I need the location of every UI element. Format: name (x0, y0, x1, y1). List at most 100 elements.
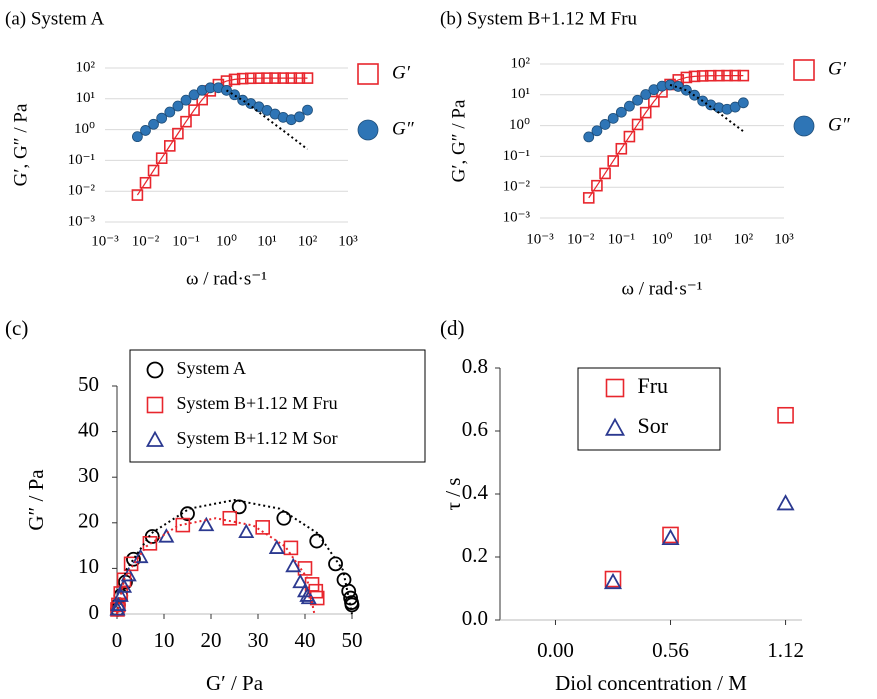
marker-square (582, 192, 595, 204)
marker-square (648, 95, 660, 108)
marker-circle (156, 112, 168, 124)
y-tick-label: 0.4 (462, 480, 489, 504)
marker-circle (164, 106, 176, 118)
marker-square (639, 106, 652, 119)
y-tick-label: 10⁻³ (503, 209, 531, 225)
fit-line (225, 89, 309, 151)
x-tick-label: 20 (201, 628, 222, 652)
legend-label: G′ (392, 62, 411, 83)
marker-square (172, 127, 184, 140)
marker-circle (737, 97, 749, 109)
fit-line (116, 498, 353, 615)
x-axis-label: ω / rad·s⁻¹ (622, 278, 703, 299)
marker-triangle (110, 596, 127, 611)
marker-circle (357, 119, 379, 141)
fit-line (669, 83, 744, 133)
legend-label: G″ (828, 114, 851, 135)
marker-square (713, 69, 725, 82)
legend-label: G′ (828, 58, 847, 79)
fit-line (116, 517, 316, 615)
y-axis-label: τ / s (441, 478, 465, 511)
y-tick-label: 10⁰ (74, 121, 95, 137)
y-tick-label: 0 (89, 600, 100, 624)
x-tick-label: 0 (112, 628, 123, 652)
marker-circle (793, 115, 815, 137)
panel-title: (b) System B+1.12 M Fru (440, 8, 638, 29)
x-tick-label: 10⁻¹ (172, 233, 199, 249)
marker-circle (632, 94, 643, 106)
marker-square (301, 72, 314, 84)
x-tick-label: 10⁻¹ (608, 231, 635, 247)
marker-triangle (112, 587, 129, 602)
marker-circle (146, 361, 164, 379)
marker-square (255, 520, 271, 535)
y-tick-label: 0.0 (462, 606, 488, 630)
marker-circle (180, 94, 192, 106)
marker-circle (132, 131, 143, 143)
y-tick-label: 10² (511, 55, 531, 71)
marker-triangle (109, 601, 126, 616)
marker-square (604, 570, 622, 588)
legend-label: System B+1.12 M Fru (177, 393, 338, 413)
x-tick-label: 10⁻² (132, 233, 160, 249)
marker-square (631, 118, 644, 131)
marker-square (244, 72, 257, 85)
marker-square (737, 69, 750, 82)
legend-label: Fru (638, 373, 669, 398)
x-tick-label: 0.56 (652, 638, 689, 662)
marker-square (293, 72, 306, 84)
marker-circle (607, 112, 619, 124)
x-tick-label: 10⁰ (216, 233, 237, 249)
y-tick-label: 10⁰ (509, 117, 530, 133)
y-tick-label: 10¹ (76, 90, 96, 106)
y-tick-label: 10⁻¹ (503, 148, 530, 164)
marker-square (357, 63, 379, 85)
y-tick-label: 10⁻² (68, 183, 96, 199)
marker-circle (328, 556, 343, 572)
x-tick-label: 10⁻³ (526, 231, 554, 247)
marker-triangle (158, 528, 175, 543)
y-tick-label: 10¹ (511, 86, 531, 102)
marker-circle (294, 111, 305, 123)
panel-title: (c) (5, 316, 28, 340)
x-tick-label: 10² (298, 233, 318, 249)
marker-triangle (145, 430, 165, 447)
x-tick-label: 10⁻³ (91, 233, 119, 249)
x-tick-label: 10³ (774, 231, 794, 247)
marker-square (793, 59, 815, 81)
x-tick-label: 0.00 (537, 638, 574, 662)
y-axis-label: G′, G″ / Pa (448, 99, 469, 182)
marker-circle (148, 118, 159, 130)
marker-square (146, 396, 164, 414)
panel-title: (a) System A (5, 8, 104, 29)
marker-square (163, 140, 176, 152)
series-line (588, 75, 744, 199)
marker-square (253, 72, 265, 84)
y-tick-label: 0.8 (462, 354, 488, 378)
x-tick-label: 10¹ (257, 233, 277, 249)
marker-square (729, 69, 742, 82)
legend-box (577, 367, 721, 451)
x-axis-label: G′ / Pa (206, 671, 264, 695)
x-tick-label: 10⁰ (651, 231, 672, 247)
marker-square (277, 72, 289, 84)
marker-square (285, 72, 298, 84)
y-tick-label: 10² (76, 59, 96, 75)
marker-square (688, 70, 701, 83)
y-tick-label: 50 (78, 372, 99, 396)
marker-square (269, 72, 281, 84)
x-tick-label: 30 (248, 628, 269, 652)
series-line (136, 77, 308, 196)
y-tick-label: 10⁻² (503, 179, 531, 195)
marker-square (222, 510, 238, 526)
legend-box (129, 349, 426, 463)
marker-square (188, 104, 200, 116)
y-tick-label: 10 (78, 554, 99, 578)
marker-triangle (198, 516, 215, 532)
marker-square (696, 70, 709, 82)
x-tick-label: 10¹ (693, 231, 713, 247)
marker-square (607, 155, 620, 167)
marker-square (591, 179, 603, 192)
marker-square (680, 71, 693, 84)
